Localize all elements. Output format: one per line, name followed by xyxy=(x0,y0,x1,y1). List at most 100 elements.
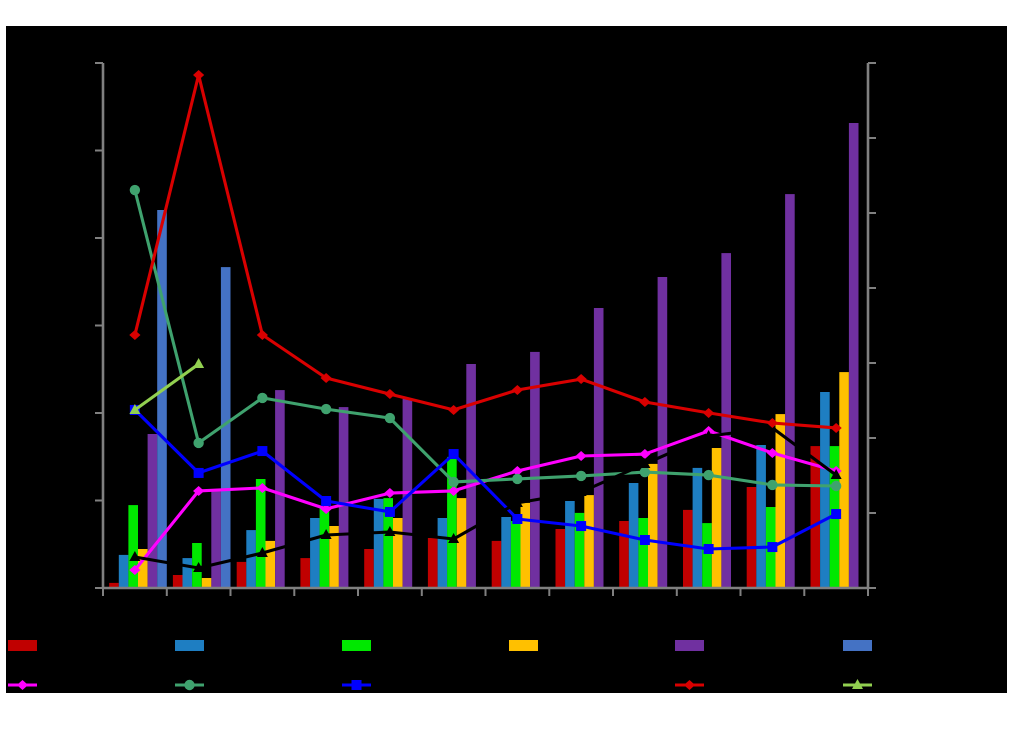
sea-green-circle-line-marker-c12 xyxy=(830,480,842,492)
sea-green-circle-line-marker-c7 xyxy=(512,473,523,485)
sea-green-circle-line-marker-c5 xyxy=(384,412,396,424)
red-diamond-line-marker-c2 xyxy=(193,70,205,80)
bar-blue-bars-c9 xyxy=(628,483,639,588)
bar-blue-bars-c5 xyxy=(373,498,384,588)
magenta-diamond-line-marker-c9 xyxy=(639,449,651,460)
bar-green-bars-c5 xyxy=(383,498,393,588)
magenta-diamond-line-marker-c4 xyxy=(320,503,332,514)
black-triangle-line-marker-c7 xyxy=(511,496,523,507)
magenta-diamond-line-marker-c3 xyxy=(256,482,268,493)
black-triangle-line-marker-c1 xyxy=(129,550,141,561)
line-series-layer xyxy=(129,70,842,575)
red-diamond-line-marker-c8 xyxy=(575,374,587,385)
bar-purple-bars-c7 xyxy=(530,351,540,588)
bar-dark-red-bars-c9 xyxy=(619,521,629,588)
magenta-diamond-line-marker-c5 xyxy=(384,488,396,499)
bar-purple-bars-c4 xyxy=(338,407,349,588)
bar-purple-bars-c12 xyxy=(848,123,859,588)
bar-dark-red-bars-c8 xyxy=(555,529,566,588)
black-triangle-line-marker-c5 xyxy=(384,526,396,537)
red-diamond-line-marker-c4 xyxy=(320,373,332,383)
bar-green-bars-c1 xyxy=(128,505,138,588)
bar-green-bars-c9 xyxy=(638,518,648,588)
blue-bars xyxy=(118,392,830,588)
bar-gold-bars-c1 xyxy=(138,549,148,588)
legend-swatch-steel-blue-bars xyxy=(843,640,872,651)
legend-key-sea-green-circle-line xyxy=(175,679,204,691)
yellow-green-triangle-line xyxy=(129,358,205,414)
black-triangle-line-marker-c6 xyxy=(448,532,460,543)
red-diamond-line-marker-c3 xyxy=(256,329,268,340)
blue-square-line-path xyxy=(133,408,837,551)
bar-purple-bars-c9 xyxy=(657,277,668,588)
bar-gold-bars-c8 xyxy=(584,495,594,588)
red-diamond-line-marker-c12 xyxy=(830,422,842,433)
red-diamond-line-path xyxy=(133,73,837,430)
bar-blue-bars-c4 xyxy=(310,518,320,588)
legend-swatch-gold-bars xyxy=(509,640,538,651)
bar-green-bars-c7 xyxy=(510,521,521,588)
blue-square-line-marker-c3 xyxy=(257,446,268,457)
blue-square-line-marker-c7 xyxy=(512,514,523,524)
sea-green-circle-line xyxy=(129,184,842,492)
magenta-diamond-line-marker-c2 xyxy=(193,485,205,496)
magenta-diamond-line-marker-c11 xyxy=(766,448,778,458)
legend-key-red-diamond-line xyxy=(675,680,704,690)
black-triangle-line-marker-c2 xyxy=(193,562,205,573)
legend-key-blue-square-line xyxy=(342,680,371,690)
black-triangle-line-marker-c4 xyxy=(320,529,332,540)
legend-marker-sea-green-circle-line xyxy=(184,679,195,691)
blue-square-line-marker-c11 xyxy=(767,542,778,553)
bar-steel-blue-bars-c2 xyxy=(220,267,231,588)
sea-green-circle-line-marker-c3 xyxy=(257,392,268,404)
yellow-green-triangle-line-path xyxy=(133,362,200,412)
black-triangle-line-marker-c12 xyxy=(830,469,842,480)
legend-key-yellow-green-triangle-line xyxy=(843,679,872,689)
bar-green-bars-c3 xyxy=(255,479,266,588)
magenta-diamond-line-marker-c8 xyxy=(575,451,587,461)
bar-gold-bars-c12 xyxy=(839,372,849,588)
magenta-diamond-line-marker-c1 xyxy=(129,565,141,575)
red-diamond-line-marker-c6 xyxy=(448,404,460,415)
bar-dark-red-bars-c2 xyxy=(172,575,183,588)
bar-purple-bars-c11 xyxy=(785,194,795,588)
red-diamond-line-marker-c11 xyxy=(766,418,778,428)
legend-marker-red-diamond-line xyxy=(683,680,696,690)
bar-gold-bars-c7 xyxy=(520,502,531,588)
blue-square-line-marker-c8 xyxy=(576,521,587,532)
bar-steel-blue-bars-c1 xyxy=(157,210,167,588)
legend-marker-magenta-diamond-line xyxy=(16,680,29,690)
blue-square-line-marker-c4 xyxy=(321,496,332,506)
steel-blue-bars xyxy=(157,210,231,588)
yellow-green-triangle-line-marker-c2 xyxy=(193,358,205,369)
bar-dark-red-bars-c3 xyxy=(236,561,247,588)
bar-gold-bars-c6 xyxy=(456,498,467,588)
bar-blue-bars-c6 xyxy=(437,518,448,588)
bar-blue-bars-c10 xyxy=(692,467,703,588)
bar-purple-bars-c1 xyxy=(147,434,158,588)
bar-dark-red-bars-c7 xyxy=(491,540,502,588)
legend-swatch-blue-bars xyxy=(175,640,204,651)
bar-blue-bars-c8 xyxy=(565,501,575,588)
black-triangle-line-marker-c10 xyxy=(703,430,715,441)
red-diamond-line-marker-c9 xyxy=(639,397,651,407)
red-diamond-line-marker-c5 xyxy=(384,389,396,400)
blue-square-line-marker-c2 xyxy=(193,467,204,478)
bar-dark-red-bars-c12 xyxy=(810,446,821,588)
bar-dark-red-bars-c5 xyxy=(364,549,374,588)
legend-key-black-triangle-line xyxy=(509,679,538,689)
magenta-diamond-line-marker-c7 xyxy=(511,466,523,476)
bar-blue-bars-c11 xyxy=(756,445,766,588)
blue-square-line-marker-c12 xyxy=(831,509,842,520)
legend xyxy=(8,640,872,691)
sea-green-circle-line-marker-c6 xyxy=(448,476,459,488)
sea-green-circle-line-marker-c4 xyxy=(320,403,332,415)
bar-green-bars-c6 xyxy=(447,456,457,588)
bar-purple-bars-c10 xyxy=(721,253,731,588)
bar-green-bars-c4 xyxy=(319,507,330,588)
black-triangle-line-path xyxy=(134,426,838,570)
sea-green-circle-line-path xyxy=(133,189,837,488)
magenta-diamond-line-marker-c6 xyxy=(448,485,460,496)
bar-purple-bars-c6 xyxy=(466,364,476,588)
